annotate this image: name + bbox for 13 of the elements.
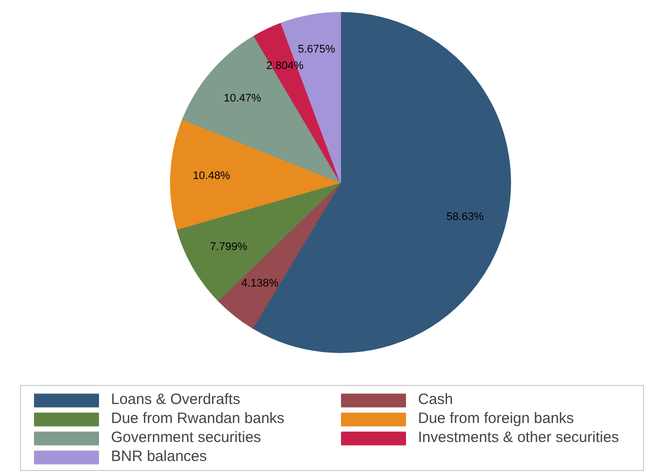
legend-label: Government securities <box>111 429 262 446</box>
legend-label: BNR balances <box>111 448 208 465</box>
data-label: 58.63% <box>446 211 484 224</box>
data-label: 4.138% <box>241 278 279 290</box>
legend-label: Loans & Overdrafts <box>111 391 242 408</box>
legend-label: Investments & other securities <box>418 429 620 446</box>
legend-label: Due from foreign banks <box>418 410 575 427</box>
data-label: 10.47% <box>224 92 262 104</box>
data-label: 7.799% <box>210 241 248 254</box>
data-label: 5.675% <box>298 43 336 56</box>
legend-label: Cash <box>418 391 454 408</box>
data-label: 10.48% <box>192 170 230 182</box>
legend-label: Due from Rwandan banks <box>111 410 286 427</box>
